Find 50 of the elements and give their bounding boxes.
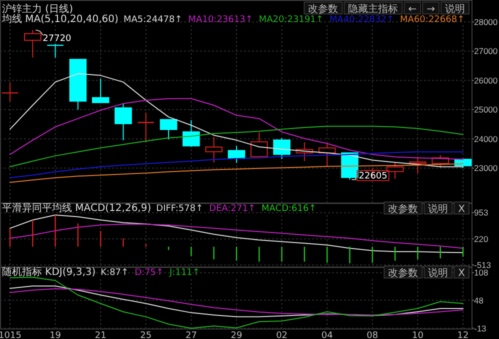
y-tick-label: 953: [474, 208, 488, 218]
x-tick-label: 02: [276, 331, 288, 339]
series-label: DEA:271↑: [209, 204, 256, 214]
y-tick-label: 27000: [474, 46, 498, 56]
annotation: X: [458, 268, 466, 279]
text: MA20:23191↑: [258, 15, 324, 25]
text: MA5:24478↑: [123, 15, 182, 25]
annotation: →: [426, 4, 435, 15]
text: J:111↑: [168, 268, 200, 278]
series-label: DIFF:578↑: [156, 204, 204, 214]
y-tick-label: 108: [474, 268, 488, 278]
x-tick-label: 08: [366, 331, 378, 339]
annotation: ←: [408, 4, 417, 15]
chart-title: 沪锌主力 (日线): [2, 3, 74, 15]
legend-title: 随机指标 KDJ(9,3,3): [2, 266, 96, 278]
y-tick-label: 220: [474, 234, 488, 244]
x-tick-label: 19: [50, 331, 62, 339]
annotation: 说明: [428, 267, 448, 279]
y-tick-label: 24000: [474, 134, 498, 144]
annotation: 22605: [358, 172, 388, 182]
y-tick-label: 23000: [474, 163, 498, 174]
x-tick-label: 12: [457, 331, 469, 339]
y-tick-label: 26000: [474, 75, 498, 86]
y-tick-label: 25000: [474, 104, 498, 115]
text: MACD:616↑: [262, 204, 316, 214]
annotation: 改参数: [388, 267, 418, 279]
x-tick-label: 04: [321, 331, 334, 339]
text: MA40:22832↑: [329, 15, 394, 25]
annotation: 隐藏主指标: [348, 3, 398, 15]
legend-title: 平滑异同平均线 MACD(12,26,9): [2, 202, 152, 214]
annotation: 说明: [428, 203, 448, 215]
x-tick-label: 27: [185, 331, 197, 339]
series-label: K:87↑: [100, 268, 129, 278]
x-tick-label: 10: [412, 331, 424, 339]
annotation: X: [458, 204, 466, 215]
y-tick-label: 28000: [474, 16, 498, 27]
annotation: 改参数: [388, 203, 418, 215]
y-tick-label: -513: [474, 260, 492, 270]
text: MA10:23613↑: [188, 15, 253, 25]
x-tick-label: 29: [230, 331, 242, 339]
legend-title: 均线 MA(5,10,20,40,60): [1, 13, 119, 25]
series-label: D:75↑: [134, 268, 164, 278]
x-tick-label: 21: [94, 331, 106, 339]
annotation: 改参数: [308, 3, 338, 15]
x-tick-label: 25: [140, 331, 152, 339]
annotation: 说明: [445, 3, 465, 15]
y-tick-label: 48: [474, 295, 484, 306]
annotation: 27720: [42, 34, 72, 44]
text: MA60:22668↑: [400, 15, 465, 25]
y-tick-label: -13: [474, 323, 487, 334]
